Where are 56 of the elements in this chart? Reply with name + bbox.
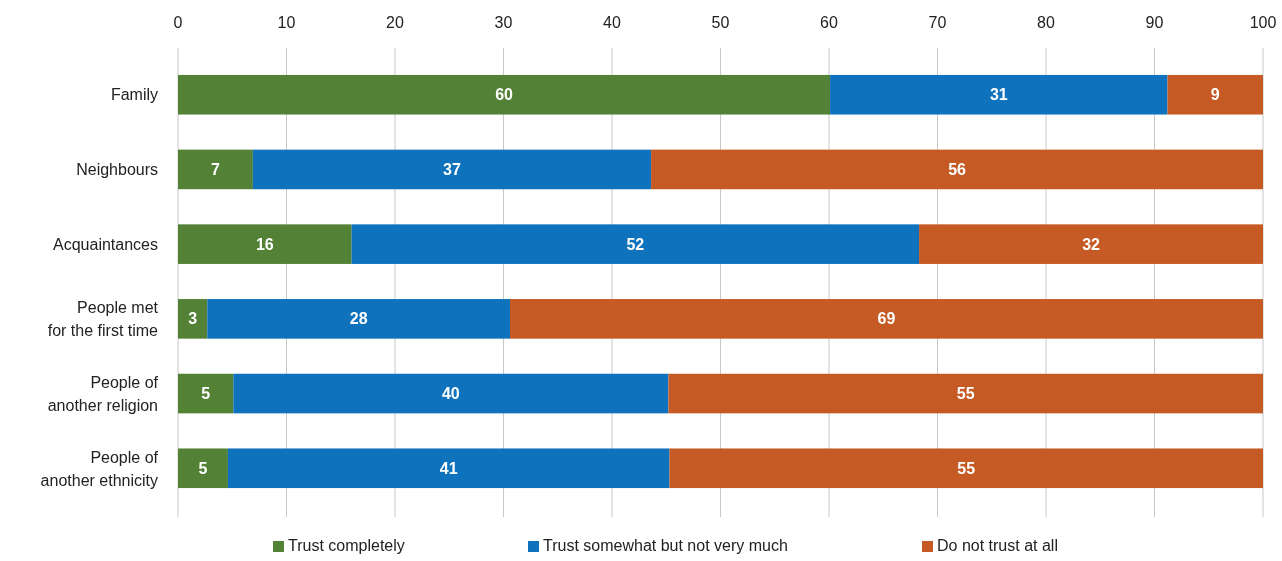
- bar: [651, 149, 1263, 190]
- x-tick-label: 10: [277, 14, 296, 31]
- bar: [919, 224, 1263, 264]
- data-label: 41: [439, 459, 458, 477]
- bar: [233, 373, 669, 414]
- data-label: 31: [989, 86, 1008, 104]
- y-tick-label: People of another religion: [47, 374, 159, 415]
- bar: [178, 149, 253, 190]
- legend-label: Trust somewhat but not very much: [543, 537, 788, 554]
- bar: [510, 299, 1263, 339]
- x-tick-label: 60: [820, 14, 838, 31]
- data-label: 56: [948, 161, 967, 179]
- data-label: 55: [957, 459, 976, 477]
- data-label: 5: [201, 385, 211, 403]
- bar: [830, 74, 1168, 115]
- bar: [669, 448, 1263, 489]
- x-tick-label: 50: [711, 14, 730, 31]
- x-tick-label: 0: [173, 14, 183, 31]
- data-label: 32: [1082, 235, 1101, 253]
- x-tick-label: 20: [386, 14, 404, 31]
- bar: [178, 224, 352, 264]
- x-tick-label: 70: [928, 14, 947, 31]
- data-label: 16: [255, 235, 274, 253]
- y-tick-label: People met for the first time: [47, 299, 159, 340]
- bar: [178, 299, 208, 339]
- bar: [252, 149, 652, 190]
- data-label: 55: [956, 385, 975, 403]
- data-label: 9: [1210, 86, 1220, 104]
- data-label: 3: [188, 310, 198, 328]
- y-tick-label: People of another ethnicity: [40, 448, 159, 489]
- data-label: 5: [198, 459, 208, 477]
- legend-label: Trust completely: [288, 537, 405, 554]
- data-label: 69: [877, 310, 896, 328]
- x-tick-label: 90: [1145, 14, 1164, 31]
- y-tick-label: Neighbours: [76, 161, 158, 179]
- x-tick-label: 30: [494, 14, 513, 31]
- data-label: 40: [441, 385, 460, 403]
- bar: [178, 448, 228, 489]
- legend-label: Do not trust at all: [937, 537, 1058, 554]
- y-tick-label: Family: [110, 86, 158, 104]
- data-label: 37: [443, 161, 461, 179]
- x-tick-label: 40: [603, 14, 621, 31]
- bar: [351, 224, 920, 264]
- data-label: 52: [626, 235, 645, 253]
- data-label: 7: [210, 161, 220, 179]
- data-label: 60: [495, 86, 514, 104]
- bar: [227, 448, 670, 489]
- bar: [207, 299, 511, 339]
- x-tick-label: 80: [1037, 14, 1055, 31]
- bar: [1167, 74, 1263, 115]
- y-tick-label: Acquaintances: [53, 235, 158, 253]
- bar: [668, 373, 1263, 414]
- x-tick-label: 100: [1249, 14, 1277, 31]
- bar: [178, 373, 234, 414]
- data-label: 28: [349, 310, 368, 328]
- bar: [178, 74, 831, 115]
